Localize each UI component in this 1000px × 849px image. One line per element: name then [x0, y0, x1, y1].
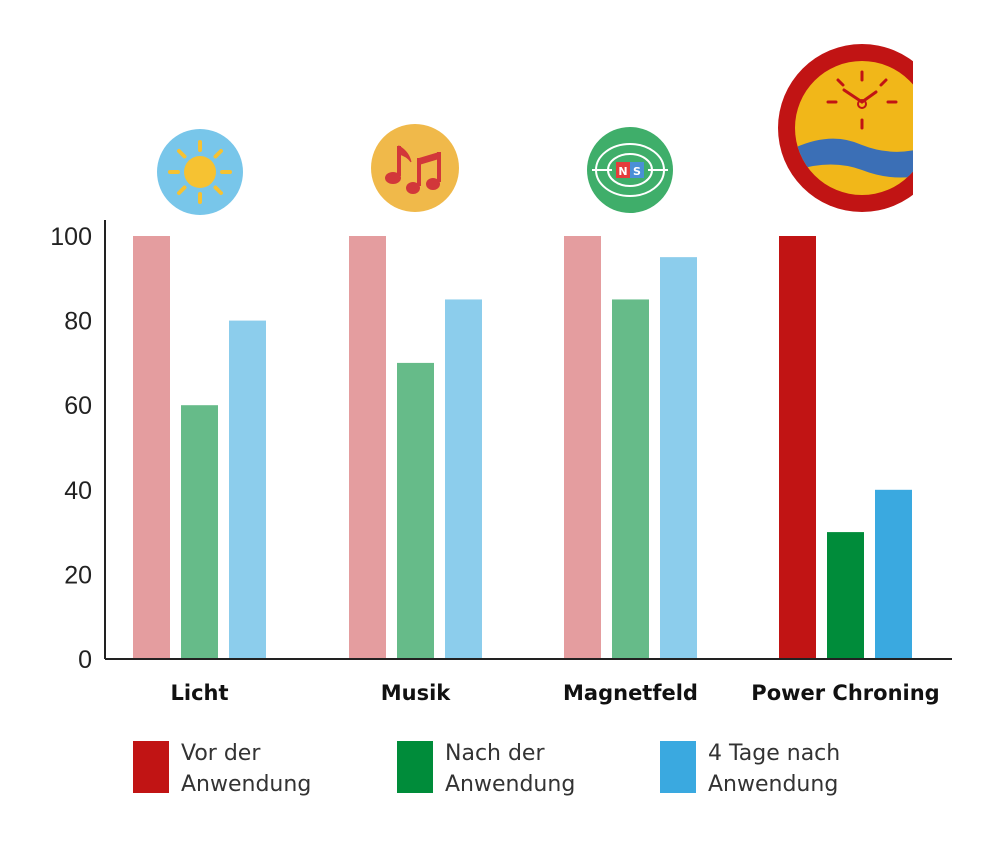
- bar-magnetfeld-series-1: [564, 236, 601, 659]
- bar-musik-series-1: [349, 236, 386, 659]
- bar-licht-series-3: [229, 320, 266, 659]
- bar-musik-series-2: [397, 362, 434, 659]
- bar-magnetfeld-series-3: [660, 257, 697, 659]
- legend-label-line: Nach der: [445, 741, 545, 766]
- magnet-icon: N S: [587, 127, 673, 213]
- legend-swatch-before: [133, 741, 169, 793]
- y-tick-label: 60: [64, 392, 92, 420]
- legend-label-line: Anwendung: [445, 772, 576, 797]
- x-category-label: Power Chroning: [751, 681, 939, 705]
- bar-power-chroning-series-2: [827, 532, 864, 659]
- x-axis-labels: Licht Musik Magnetfeld Power Chroning: [170, 681, 939, 705]
- legend-swatch-4-days-after: [660, 741, 696, 793]
- bar-musik-series-3: [445, 299, 482, 659]
- bar-licht-series-1: [133, 236, 170, 659]
- legend-label-line: 4 Tage nach: [708, 741, 841, 766]
- y-tick-label: 40: [64, 477, 92, 505]
- bar-power-chroning-series-1: [779, 236, 816, 659]
- legend-label-after: Nach der Anwendung: [445, 738, 645, 800]
- legend-label-line: Anwendung: [708, 772, 839, 797]
- x-category-label: Musik: [381, 681, 452, 705]
- y-tick-label: 0: [78, 646, 92, 674]
- legend-label-before: Vor der Anwendung: [181, 738, 381, 800]
- clock-sunset-icon: [778, 44, 913, 212]
- legend-label-line: Anwendung: [181, 772, 312, 797]
- legend-item-after: Nach der Anwendung: [397, 738, 645, 800]
- y-tick-label: 100: [50, 223, 92, 251]
- bar-licht-series-2: [181, 405, 218, 659]
- legend-item-4-days-after: 4 Tage nach Anwendung: [660, 738, 908, 800]
- music-notes-icon: [371, 124, 459, 212]
- legend-item-before: Vor der Anwendung: [133, 738, 381, 800]
- bar-power-chroning-series-3: [875, 489, 912, 659]
- magnet-north-label: N: [618, 165, 627, 178]
- legend-label-4-days-after: 4 Tage nach Anwendung: [708, 738, 908, 800]
- y-tick-label: 20: [64, 561, 92, 589]
- x-category-label: Magnetfeld: [563, 681, 698, 705]
- magnet-south-label: S: [633, 165, 641, 178]
- legend-swatch-after: [397, 741, 433, 793]
- x-category-label: Licht: [170, 681, 228, 705]
- y-tick-label: 80: [64, 308, 92, 336]
- legend-label-line: Vor der: [181, 741, 261, 766]
- sun-icon: [157, 129, 243, 215]
- bars: [133, 236, 912, 659]
- bar-magnetfeld-series-2: [612, 299, 649, 659]
- legend: Vor der Anwendung Nach der Anwendung 4 T…: [0, 738, 1000, 808]
- y-axis-ticks: 0 20 40 60 80 100: [50, 223, 92, 674]
